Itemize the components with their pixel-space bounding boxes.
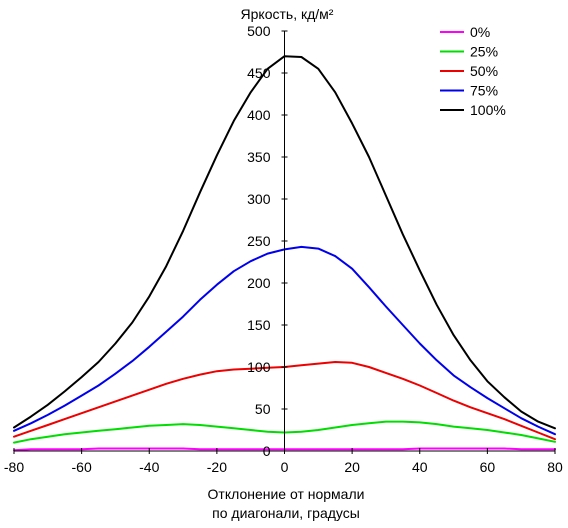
x-ticks: -80 -60 -40 -20 0 20 40 60 80: [4, 448, 563, 475]
x-tick-label: 0: [281, 459, 289, 475]
x-tick-label: -20: [207, 459, 227, 475]
legend-label: 50%: [470, 63, 498, 79]
legend-label: 75%: [470, 83, 498, 99]
y-tick-label: 500: [247, 23, 271, 39]
x-tick-label: -40: [139, 459, 159, 475]
x-tick-label: 60: [480, 459, 496, 475]
x-tick-label: -60: [72, 459, 92, 475]
y-tick-label: 350: [247, 149, 271, 165]
y-tick-label: 450: [247, 65, 271, 81]
x-tick-label: -80: [4, 459, 24, 475]
x-axis-title-line1: Отклонение от нормали: [208, 486, 365, 502]
x-axis-title-line2: по диагонали, градусы: [212, 505, 360, 521]
legend-label: 100%: [470, 102, 506, 118]
y-axis-title: Яркость, кд/м²: [241, 6, 334, 22]
y-tick-label: 400: [247, 107, 271, 123]
legend: 0% 25% 50% 75% 100%: [440, 24, 506, 118]
y-tick-label: 150: [247, 317, 271, 333]
x-tick-label: 80: [547, 459, 563, 475]
y-tick-label: 200: [247, 275, 271, 291]
legend-label: 0%: [470, 24, 490, 40]
y-tick-label: 100: [247, 359, 271, 375]
x-tick-label: 20: [344, 459, 360, 475]
legend-label: 25%: [470, 44, 498, 60]
y-ticks: 0 50 100 150 200 250 300 350 400 450 500: [247, 23, 288, 459]
y-tick-label: 50: [255, 401, 271, 417]
y-tick-label: 300: [247, 191, 271, 207]
y-tick-label: 0: [263, 443, 271, 459]
y-tick-label: 250: [247, 233, 271, 249]
x-tick-label: 40: [412, 459, 428, 475]
